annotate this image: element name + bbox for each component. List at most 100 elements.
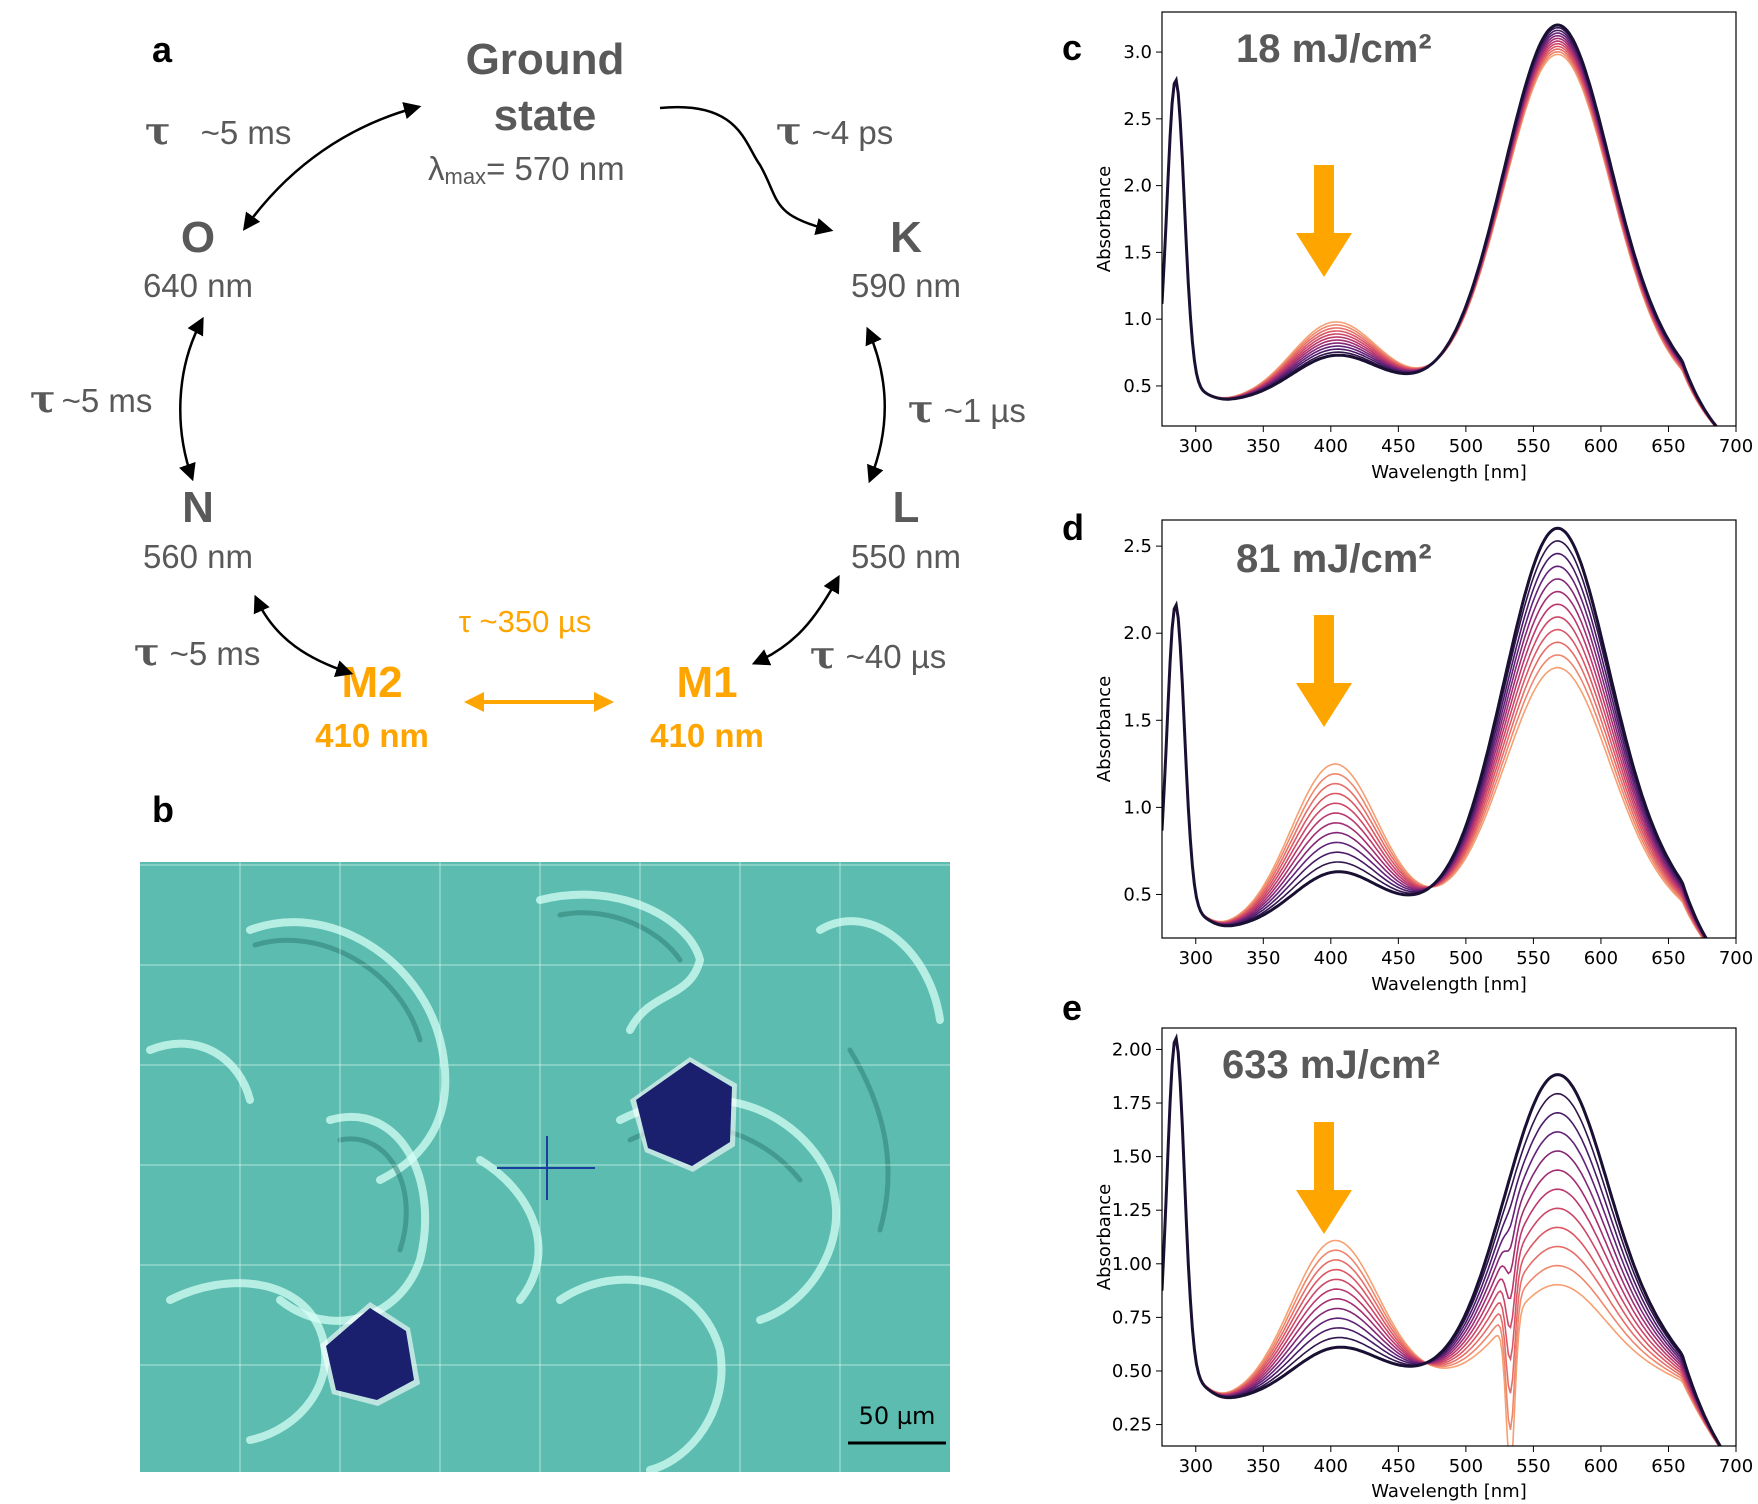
chart-e-ytick-label: 2.00 xyxy=(1112,1039,1152,1060)
arrow-K-L xyxy=(865,326,886,484)
chart-e-spectrum-line xyxy=(1162,1035,1721,1446)
panel-a: a Ground state λmax= 570 nm K 590 nm L 5… xyxy=(30,29,1026,754)
chart-e-spectrum-line xyxy=(1162,1035,1720,1446)
chart-c-xtick-label: 550 xyxy=(1516,436,1550,457)
tau-M2-N: τ ~5 ms xyxy=(134,629,260,674)
ground-state-line1: Ground xyxy=(466,35,625,84)
panel-b-letter: b xyxy=(152,789,174,830)
state-K-name: K xyxy=(890,213,922,262)
chart-c-xtick-label: 700 xyxy=(1719,436,1753,457)
chart-e-xtick-label: 400 xyxy=(1314,1456,1348,1477)
chart-e-frame xyxy=(1161,1027,1737,1447)
chart-e-ytick-label: 1.50 xyxy=(1112,1147,1152,1168)
chart-e-xtick-label: 300 xyxy=(1179,1456,1213,1477)
panel-c-letter: c xyxy=(1062,27,1082,68)
chart-e-ytick-label: 1.75 xyxy=(1112,1093,1152,1114)
chart-d-spectrum-line xyxy=(1162,578,1706,938)
chart-c-xtick-label: 600 xyxy=(1584,436,1618,457)
chart-c-xtick-label: 400 xyxy=(1314,436,1348,457)
chart-e-xtick-label: 450 xyxy=(1381,1456,1415,1477)
chart-e-ytick-label: 0.50 xyxy=(1112,1361,1152,1382)
chart-c-spectrum-line xyxy=(1162,34,1717,426)
chart-c-spectrum-line xyxy=(1162,50,1716,426)
tau-M1-M2: τ ~350 µs xyxy=(459,604,592,639)
chart-d-xlabel: Wavelength [nm] xyxy=(1371,974,1527,995)
panel-d: d 300 350 400 450 500 550 600 650 700 0.5 1.0 1.5 2.… xyxy=(1062,507,1753,995)
chart-c-spectrum-line xyxy=(1162,29,1717,426)
chart-c-xtick-label: 350 xyxy=(1246,436,1280,457)
panel-a-letter: a xyxy=(152,29,173,70)
tau-O-ground: τ ~5 ms xyxy=(145,108,291,153)
panel-b: b xyxy=(140,789,950,1472)
chart-c-spectrum-line xyxy=(1162,53,1716,426)
arrow-O-ground xyxy=(242,102,422,231)
chart-c-ytick-label: 2.0 xyxy=(1123,176,1152,197)
chart-e-xtick-label: 350 xyxy=(1246,1456,1280,1477)
chart-c-spectrum-line xyxy=(1162,26,1718,426)
chart-d-spectrum-line xyxy=(1162,590,1706,938)
chart-d-arrow xyxy=(1296,615,1352,727)
chart-e-ytick-label: 0.75 xyxy=(1112,1307,1152,1328)
chart-c-ytick-label: 1.5 xyxy=(1123,242,1152,263)
chart-e-xtick-label: 650 xyxy=(1651,1456,1685,1477)
chart-e-arrow xyxy=(1296,1122,1352,1234)
chart-c-spectrum-line xyxy=(1162,32,1717,426)
chart-e-spectrum-line xyxy=(1162,1035,1720,1446)
tau-N-O: τ ~5 ms xyxy=(30,376,152,421)
chart-e-xtick-label: 600 xyxy=(1584,1456,1618,1477)
chart-d-xtick-label: 650 xyxy=(1651,948,1685,969)
chart-d-frame xyxy=(1161,519,1737,939)
chart-e-spectrum-line xyxy=(1162,1035,1722,1446)
chart-c-spectrum-line xyxy=(1162,45,1717,426)
chart-e-xlabel: Wavelength [nm] xyxy=(1371,1481,1527,1502)
chart-d-spectrum-line xyxy=(1162,602,1706,938)
panel-c: c 300 350 400 450 500 550 600 650 700 0.5 1.0 1.5 2.… xyxy=(1062,11,1753,483)
chart-c-curves xyxy=(1162,23,1718,426)
chart-e-spectrum-line xyxy=(1162,1035,1721,1446)
crosshair xyxy=(497,1136,595,1200)
chart-d-spectrum-line xyxy=(1162,602,1705,938)
chart-e-spectrum-line xyxy=(1162,1035,1721,1446)
arrow-L-M1 xyxy=(751,574,840,666)
chart-d-xtick-label: 600 xyxy=(1584,948,1618,969)
chart-d-xtick-label: 300 xyxy=(1179,948,1213,969)
chart-e-ytick-label: 0.25 xyxy=(1112,1415,1152,1436)
chart-d-ytick-label: 2.5 xyxy=(1123,536,1152,557)
chart-d-spectrum-line xyxy=(1162,526,1708,938)
state-M2-wl: 410 nm xyxy=(315,717,429,754)
chart-c-spectrum-line xyxy=(1162,37,1717,426)
panel-e: e 300 350 400 450 500 550 600 650 700 0.25 0.50 0.7… xyxy=(1062,987,1753,1502)
micrograph-image xyxy=(140,862,950,1472)
chart-e-xtick-label: 550 xyxy=(1516,1456,1550,1477)
state-L-name: L xyxy=(893,483,920,532)
panel-e-letter: e xyxy=(1062,987,1082,1028)
state-K-wl: 590 nm xyxy=(851,267,961,304)
ground-state-lambda: λmax= 570 nm xyxy=(428,150,625,189)
chart-d-ytick-label: 1.0 xyxy=(1123,797,1152,818)
chart-d-xtick-label: 550 xyxy=(1516,948,1550,969)
crystal-2 xyxy=(320,1302,420,1406)
chart-e-ytick-label: 1.00 xyxy=(1112,1254,1152,1275)
chart-c-arrow xyxy=(1296,165,1352,277)
tau-K-L: τ ~1 µs xyxy=(908,386,1026,431)
chart-c-ylabel: Absorbance xyxy=(1094,166,1115,272)
state-M1-name: M1 xyxy=(676,658,737,707)
chart-e-spectrum-line xyxy=(1162,1035,1721,1446)
tau-L-M1: τ ~40 µs xyxy=(810,632,946,677)
state-O-wl: 640 nm xyxy=(143,267,253,304)
chart-d-ytick-label: 0.5 xyxy=(1123,884,1152,905)
chart-c-xtick-label: 450 xyxy=(1381,436,1415,457)
chart-d-xtick-label: 700 xyxy=(1719,948,1753,969)
chart-c-spectrum-line xyxy=(1162,48,1717,426)
state-O-name: O xyxy=(181,213,215,262)
chart-d-curves xyxy=(1162,526,1708,938)
chart-e-spectrum-line xyxy=(1162,1035,1721,1446)
chart-e-spectrum-line xyxy=(1162,1035,1720,1446)
state-M2-name: M2 xyxy=(341,658,402,707)
chart-d-xtick-label: 400 xyxy=(1314,948,1348,969)
chart-d-xtick-label: 350 xyxy=(1246,948,1280,969)
scale-bar-label: 50 µm xyxy=(859,1402,936,1430)
chart-c-spectrum-line xyxy=(1162,40,1717,426)
chart-c-xlabel: Wavelength [nm] xyxy=(1371,462,1527,483)
chart-c-frame xyxy=(1161,11,1737,427)
